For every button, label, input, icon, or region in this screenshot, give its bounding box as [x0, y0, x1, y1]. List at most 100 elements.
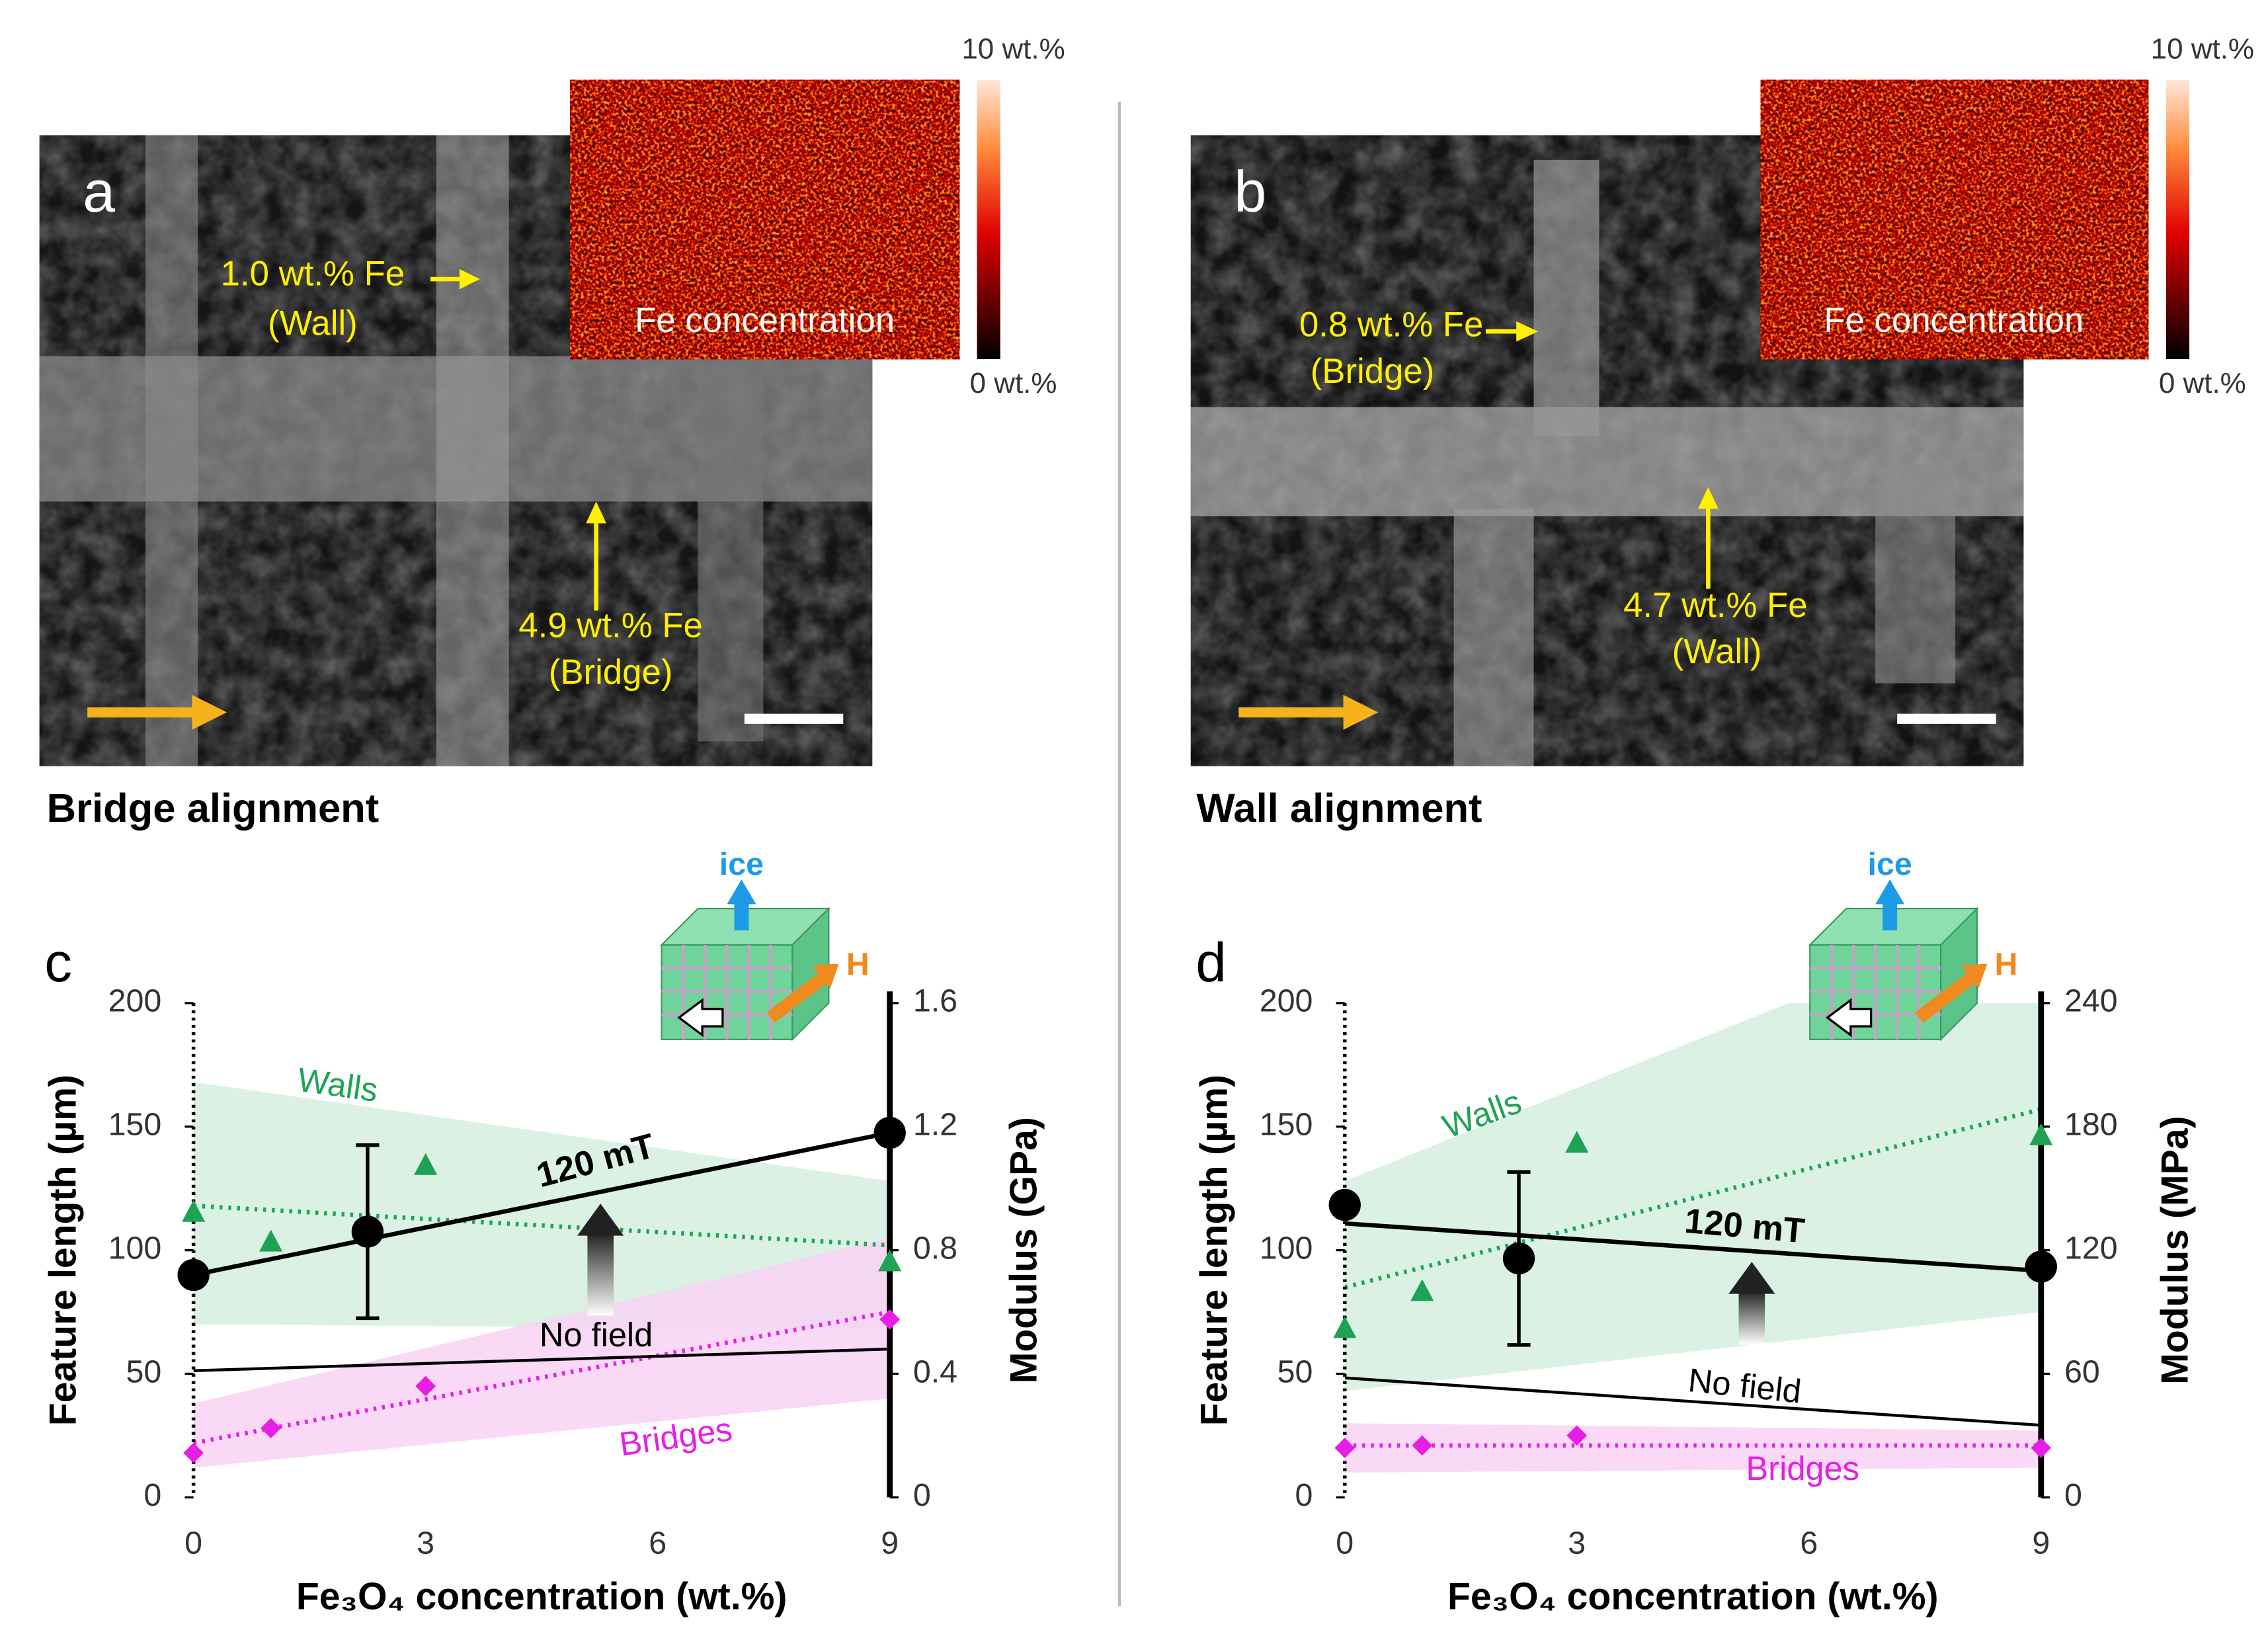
scaffold-diagram	[1808, 879, 1988, 1042]
point	[182, 1200, 206, 1222]
panel-label: a	[83, 159, 115, 224]
scaffold-diagram	[659, 879, 839, 1042]
x-axis-title: Fe₃O₄ concentration (wt.%)	[1447, 1575, 1939, 1617]
annotation: 0.8 wt.% Fe	[1299, 306, 1484, 345]
x-tick-label: 9	[2032, 1526, 2050, 1561]
point	[1333, 1316, 1357, 1338]
view-arrow	[1825, 998, 1873, 1038]
caption: Bridge alignment	[47, 786, 380, 831]
x-tick-label: 9	[881, 1526, 899, 1561]
field-arrow-head	[1961, 963, 1988, 989]
band	[1344, 1423, 2041, 1473]
y-tick-label: 200	[108, 983, 162, 1019]
field-arrow	[1915, 971, 1977, 1023]
series-label: Bridges	[1746, 1450, 1859, 1487]
annotation: 4.7 wt.% Fe	[1623, 586, 1808, 625]
x-tick-label: 0	[184, 1526, 202, 1561]
sem-image	[1190, 79, 2190, 766]
diagram-label: ice	[719, 846, 764, 882]
y-tick-label: 50	[1277, 1354, 1313, 1389]
y2-tick-label: 60	[2064, 1354, 2100, 1389]
x-tick-label: 6	[1800, 1526, 1818, 1561]
y2-tick-label: 120	[2064, 1230, 2118, 1266]
trend-line	[1344, 1221, 2041, 1274]
y2-tick-label: 0	[913, 1477, 931, 1513]
field-arrow	[766, 971, 829, 1023]
ice-arrow-head	[727, 879, 756, 905]
y2-axis-title: Modulus (GPa)	[1002, 1117, 1045, 1383]
annotation: (Wall)	[268, 304, 358, 343]
panel-label: d	[1195, 931, 1226, 993]
annotation: 1.0 wt.% Fe	[221, 255, 405, 294]
x-tick-label: 6	[649, 1526, 667, 1561]
diagram-label: H	[846, 947, 870, 983]
y2-tick-label: 1.6	[913, 983, 957, 1019]
y2-tick-label: 240	[2064, 983, 2118, 1019]
y-axis-title: Feature length (µm)	[1193, 1075, 1235, 1426]
trend-line	[1344, 1107, 2041, 1289]
annotation: 4.9 wt.% Fe	[518, 606, 703, 645]
y-tick-label: 50	[126, 1354, 161, 1389]
diagram-label: H	[1995, 947, 2018, 983]
y-tick-label: 100	[1260, 1230, 1313, 1266]
x-axis-title: Fe₃O₄ concentration (wt.%)	[296, 1575, 788, 1617]
y-tick-label: 200	[1260, 983, 1313, 1019]
point	[1412, 1435, 1433, 1456]
colorbar-label: 0 wt.%	[2159, 367, 2246, 399]
point	[1565, 1131, 1589, 1153]
y-tick-label: 0	[143, 1477, 161, 1513]
y2-tick-label: 180	[2064, 1107, 2118, 1143]
panel-label: c	[44, 931, 72, 993]
y-tick-label: 100	[108, 1230, 162, 1266]
point	[1410, 1279, 1434, 1301]
field-arrow-head	[813, 963, 839, 989]
point	[177, 1258, 210, 1291]
series-label: No field	[540, 1316, 653, 1354]
point	[1334, 1438, 1356, 1458]
line	[193, 1347, 890, 1373]
plot-area	[193, 1082, 890, 1468]
point	[414, 1153, 438, 1175]
annotation: (Bridge)	[549, 653, 673, 692]
line	[1344, 1376, 2041, 1427]
y2-tick-label: 0.4	[913, 1354, 957, 1389]
arrow	[587, 1233, 614, 1316]
point	[2029, 1123, 2053, 1145]
view-arrow	[677, 998, 724, 1038]
x-tick-label: 3	[1568, 1526, 1586, 1561]
annotation: (Wall)	[1672, 632, 1762, 671]
y-tick-label: 150	[108, 1107, 162, 1143]
point	[351, 1215, 384, 1248]
y-tick-label: 0	[1295, 1477, 1313, 1513]
arrow	[1738, 1291, 1765, 1345]
y2-tick-label: 0	[2064, 1477, 2082, 1513]
point	[2031, 1438, 2052, 1458]
point	[1328, 1188, 1361, 1221]
y2-tick-label: 1.2	[913, 1107, 957, 1143]
point	[259, 1229, 283, 1252]
point	[261, 1418, 282, 1439]
y2-axis-title: Modulus (MPa)	[2154, 1116, 2197, 1384]
x-tick-label: 0	[1336, 1526, 1354, 1561]
point	[878, 1249, 902, 1272]
colorbar-label: 0 wt.%	[970, 367, 1057, 399]
inset-label: Fe concentration	[1824, 301, 2084, 340]
sem-image	[39, 79, 1000, 766]
x-tick-label: 3	[417, 1526, 434, 1561]
panel-label: b	[1234, 159, 1266, 224]
point	[183, 1442, 204, 1463]
arrow-head	[577, 1204, 624, 1236]
point	[1502, 1242, 1535, 1275]
diagram-label: ice	[1868, 846, 1912, 882]
colorbar-label: 10 wt.%	[2151, 33, 2254, 65]
point	[2025, 1250, 2057, 1283]
y-tick-label: 150	[1260, 1107, 1313, 1143]
trend-line	[193, 1204, 890, 1248]
caption: Wall alignment	[1197, 786, 1482, 831]
annotation: (Bridge)	[1311, 352, 1435, 391]
y2-tick-label: 0.8	[913, 1230, 957, 1266]
y-axis-title: Feature length (µm)	[42, 1075, 84, 1426]
point	[415, 1375, 436, 1397]
